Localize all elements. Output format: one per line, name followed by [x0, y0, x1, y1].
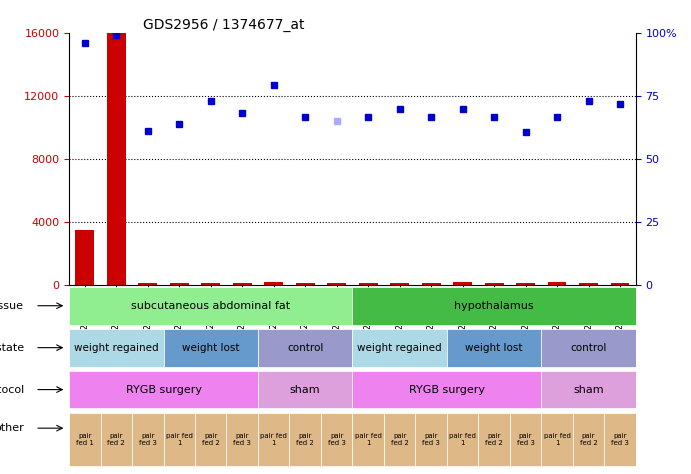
FancyBboxPatch shape [164, 413, 195, 466]
FancyBboxPatch shape [352, 329, 447, 366]
Text: protocol: protocol [0, 384, 23, 394]
Text: other: other [0, 423, 23, 433]
Bar [328, 283, 346, 285]
Text: control: control [287, 343, 323, 353]
FancyBboxPatch shape [415, 413, 447, 466]
FancyBboxPatch shape [384, 413, 415, 466]
FancyBboxPatch shape [541, 413, 573, 466]
FancyBboxPatch shape [290, 413, 321, 466]
Text: tissue: tissue [0, 301, 23, 311]
Bar [390, 283, 409, 285]
Bar [296, 283, 314, 285]
Bar [264, 282, 283, 285]
Bar [516, 283, 535, 285]
FancyBboxPatch shape [69, 287, 352, 325]
FancyBboxPatch shape [258, 371, 352, 409]
Text: pair fed
1: pair fed 1 [449, 433, 476, 447]
Bar [422, 283, 441, 285]
Text: pair
fed 2: pair fed 2 [107, 433, 125, 447]
Bar [170, 283, 189, 285]
FancyBboxPatch shape [164, 329, 258, 366]
Text: pair fed
1: pair fed 1 [544, 433, 571, 447]
Text: pair fed
1: pair fed 1 [261, 433, 287, 447]
Text: pair fed
1: pair fed 1 [354, 433, 381, 447]
FancyBboxPatch shape [541, 329, 636, 366]
Bar [579, 283, 598, 285]
FancyBboxPatch shape [258, 329, 352, 366]
FancyBboxPatch shape [352, 413, 384, 466]
Text: weight lost: weight lost [182, 343, 240, 353]
Text: weight lost: weight lost [465, 343, 523, 353]
FancyBboxPatch shape [195, 413, 227, 466]
Bar [611, 283, 630, 285]
FancyBboxPatch shape [101, 413, 132, 466]
Bar [453, 282, 472, 285]
FancyBboxPatch shape [352, 287, 636, 325]
FancyBboxPatch shape [132, 413, 164, 466]
Text: GDS2956 / 1374677_at: GDS2956 / 1374677_at [143, 18, 304, 32]
Bar [233, 283, 252, 285]
FancyBboxPatch shape [478, 413, 510, 466]
FancyBboxPatch shape [227, 413, 258, 466]
FancyBboxPatch shape [69, 329, 164, 366]
Text: subcutaneous abdominal fat: subcutaneous abdominal fat [131, 301, 290, 311]
FancyBboxPatch shape [69, 371, 258, 409]
FancyBboxPatch shape [604, 413, 636, 466]
Bar [201, 283, 220, 285]
Bar [484, 283, 504, 285]
Text: pair
fed 2: pair fed 2 [390, 433, 408, 447]
FancyBboxPatch shape [510, 413, 541, 466]
Bar [359, 283, 377, 285]
FancyBboxPatch shape [352, 371, 541, 409]
Text: disease state: disease state [0, 343, 23, 353]
FancyBboxPatch shape [321, 413, 352, 466]
Text: RYGB surgery: RYGB surgery [409, 384, 485, 394]
Bar [107, 33, 126, 285]
Text: pair
fed 3: pair fed 3 [234, 433, 251, 447]
Text: pair
fed 1: pair fed 1 [76, 433, 94, 447]
Bar [75, 230, 94, 285]
FancyBboxPatch shape [541, 371, 636, 409]
Bar [138, 283, 158, 285]
FancyBboxPatch shape [573, 413, 604, 466]
Text: sham: sham [574, 384, 604, 394]
FancyBboxPatch shape [447, 413, 478, 466]
Text: control: control [570, 343, 607, 353]
Bar [547, 282, 567, 285]
Text: pair
fed 3: pair fed 3 [611, 433, 629, 447]
Text: pair
fed 3: pair fed 3 [422, 433, 440, 447]
Text: pair
fed 3: pair fed 3 [139, 433, 157, 447]
Text: RYGB surgery: RYGB surgery [126, 384, 202, 394]
Text: pair
fed 2: pair fed 2 [202, 433, 220, 447]
Text: pair
fed 2: pair fed 2 [485, 433, 503, 447]
FancyBboxPatch shape [258, 413, 290, 466]
Text: pair
fed 3: pair fed 3 [328, 433, 346, 447]
FancyBboxPatch shape [69, 413, 101, 466]
Text: sham: sham [290, 384, 321, 394]
Text: weight regained: weight regained [74, 343, 159, 353]
Text: pair
fed 3: pair fed 3 [517, 433, 534, 447]
Text: pair fed
1: pair fed 1 [166, 433, 193, 447]
Text: weight regained: weight regained [357, 343, 442, 353]
FancyBboxPatch shape [447, 329, 541, 366]
Text: pair
fed 2: pair fed 2 [580, 433, 598, 447]
Text: hypothalamus: hypothalamus [454, 301, 534, 311]
Text: pair
fed 2: pair fed 2 [296, 433, 314, 447]
